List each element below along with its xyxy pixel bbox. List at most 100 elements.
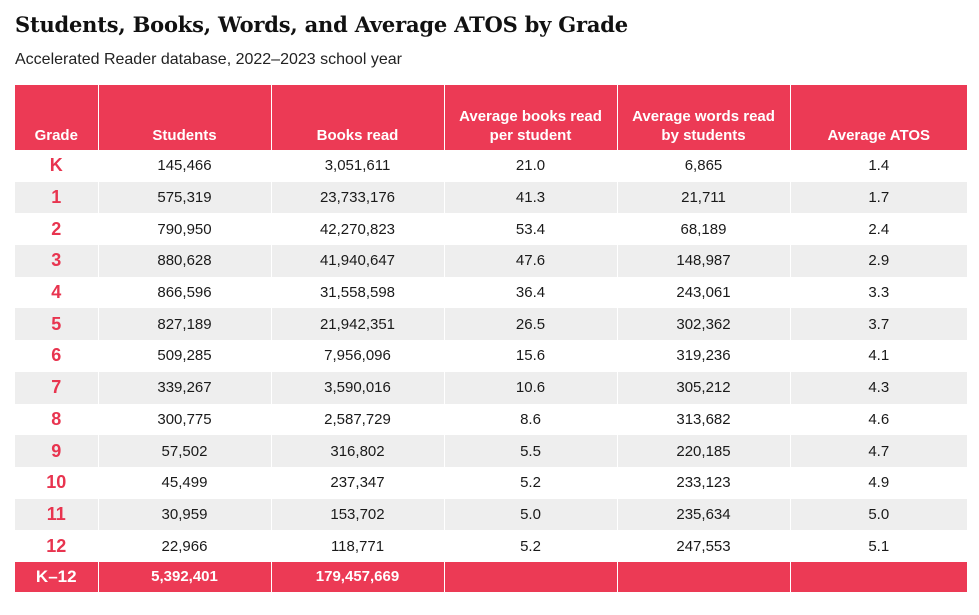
table-row: 2 790,950 42,270,823 53.4 68,189 2.4 <box>15 213 967 246</box>
total-avg-words <box>616 561 790 592</box>
avg-atos-cell: 5.1 <box>789 530 967 562</box>
avg-books-cell: 10.6 <box>443 371 617 404</box>
avg-books-cell: 53.4 <box>443 213 617 246</box>
avg-words-cell: 243,061 <box>616 276 790 309</box>
table-row: 4 866,596 31,558,598 36.4 243,061 3.3 <box>15 276 967 309</box>
grade-cell: K <box>15 150 98 182</box>
header-grade: Grade <box>15 85 98 150</box>
total-avg-atos <box>789 561 967 592</box>
avg-books-cell: 5.0 <box>443 498 617 531</box>
students-cell: 575,319 <box>97 181 271 214</box>
books-read-cell: 31,558,598 <box>270 276 444 309</box>
avg-words-cell: 235,634 <box>616 498 790 531</box>
students-cell: 300,775 <box>97 403 271 436</box>
chart-subtitle: Accelerated Reader database, 2022–2023 s… <box>15 51 402 68</box>
students-cell: 22,966 <box>97 530 271 562</box>
avg-books-cell: 26.5 <box>443 308 617 341</box>
books-read-cell: 21,942,351 <box>270 308 444 341</box>
header-row: Grade Students Books read Average books … <box>15 85 967 150</box>
books-read-cell: 7,956,096 <box>270 340 444 372</box>
avg-atos-cell: 5.0 <box>789 498 967 531</box>
students-cell: 339,267 <box>97 371 271 404</box>
grade-cell: 6 <box>15 340 98 372</box>
avg-books-cell: 41.3 <box>443 181 617 214</box>
table-row: 7 339,267 3,590,016 10.6 305,212 4.3 <box>15 371 967 404</box>
table-row: 8 300,775 2,587,729 8.6 313,682 4.6 <box>15 403 967 436</box>
avg-words-cell: 233,123 <box>616 466 790 499</box>
avg-atos-cell: 4.3 <box>789 371 967 404</box>
grade-cell: 1 <box>15 181 98 214</box>
avg-atos-cell: 4.7 <box>789 435 967 467</box>
chart-title: Students, Books, Words, and Average ATOS… <box>15 12 628 37</box>
avg-words-cell: 21,711 <box>616 181 790 214</box>
avg-books-cell: 8.6 <box>443 403 617 436</box>
grade-cell: 12 <box>15 530 98 562</box>
grade-cell: 10 <box>15 466 98 499</box>
books-read-cell: 41,940,647 <box>270 245 444 277</box>
avg-books-cell: 47.6 <box>443 245 617 277</box>
table-row: 10 45,499 237,347 5.2 233,123 4.9 <box>15 466 967 499</box>
students-cell: 866,596 <box>97 276 271 309</box>
total-row: K–12 5,392,401 179,457,669 <box>15 561 967 592</box>
books-read-cell: 118,771 <box>270 530 444 562</box>
avg-books-cell: 5.5 <box>443 435 617 467</box>
table-row: 11 30,959 153,702 5.0 235,634 5.0 <box>15 498 967 531</box>
avg-words-cell: 6,865 <box>616 150 790 182</box>
students-cell: 45,499 <box>97 466 271 499</box>
table-row: 1 575,319 23,733,176 41.3 21,711 1.7 <box>15 181 967 214</box>
avg-words-cell: 148,987 <box>616 245 790 277</box>
avg-atos-cell: 2.4 <box>789 213 967 246</box>
avg-words-cell: 305,212 <box>616 371 790 404</box>
students-cell: 827,189 <box>97 308 271 341</box>
books-read-cell: 3,051,611 <box>270 150 444 182</box>
table-row: 3 880,628 41,940,647 47.6 148,987 2.9 <box>15 245 967 277</box>
avg-words-cell: 313,682 <box>616 403 790 436</box>
grade-cell: 3 <box>15 245 98 277</box>
total-books-read: 179,457,669 <box>270 561 444 592</box>
avg-words-cell: 220,185 <box>616 435 790 467</box>
books-read-cell: 2,587,729 <box>270 403 444 436</box>
avg-books-cell: 36.4 <box>443 276 617 309</box>
avg-atos-cell: 3.7 <box>789 308 967 341</box>
students-cell: 145,466 <box>97 150 271 182</box>
books-read-cell: 153,702 <box>270 498 444 531</box>
total-avg-books <box>443 561 617 592</box>
table-row: 6 509,285 7,956,096 15.6 319,236 4.1 <box>15 340 967 372</box>
grade-cell: 11 <box>15 498 98 531</box>
avg-atos-cell: 4.9 <box>789 466 967 499</box>
avg-words-cell: 319,236 <box>616 340 790 372</box>
avg-words-cell: 247,553 <box>616 530 790 562</box>
books-read-cell: 316,802 <box>270 435 444 467</box>
header-avg-books: Average books read per student <box>443 85 617 150</box>
header-avg-words: Average words read by students <box>616 85 790 150</box>
students-cell: 57,502 <box>97 435 271 467</box>
grade-cell: 5 <box>15 308 98 341</box>
avg-words-cell: 302,362 <box>616 308 790 341</box>
grade-cell: 4 <box>15 276 98 309</box>
grade-cell: 2 <box>15 213 98 246</box>
grade-cell: 7 <box>15 371 98 404</box>
total-grade: K–12 <box>15 561 98 592</box>
avg-books-cell: 21.0 <box>443 150 617 182</box>
avg-atos-cell: 2.9 <box>789 245 967 277</box>
avg-atos-cell: 4.6 <box>789 403 967 436</box>
books-read-cell: 3,590,016 <box>270 371 444 404</box>
avg-atos-cell: 1.7 <box>789 181 967 214</box>
table-row: 12 22,966 118,771 5.2 247,553 5.1 <box>15 530 967 562</box>
students-cell: 509,285 <box>97 340 271 372</box>
table-body: K 145,466 3,051,611 21.0 6,865 1.4 1 575,319 23,… <box>15 150 967 562</box>
header-students: Students <box>97 85 271 150</box>
grade-table: Grade Students Books read Average books … <box>15 85 967 592</box>
grade-cell: 8 <box>15 403 98 436</box>
books-read-cell: 23,733,176 <box>270 181 444 214</box>
total-students: 5,392,401 <box>97 561 271 592</box>
avg-words-cell: 68,189 <box>616 213 790 246</box>
students-cell: 880,628 <box>97 245 271 277</box>
table-row: 9 57,502 316,802 5.5 220,185 4.7 <box>15 435 967 467</box>
table-row: K 145,466 3,051,611 21.0 6,865 1.4 <box>15 150 967 182</box>
avg-atos-cell: 3.3 <box>789 276 967 309</box>
books-read-cell: 237,347 <box>270 466 444 499</box>
avg-books-cell: 5.2 <box>443 466 617 499</box>
students-cell: 30,959 <box>97 498 271 531</box>
avg-atos-cell: 4.1 <box>789 340 967 372</box>
